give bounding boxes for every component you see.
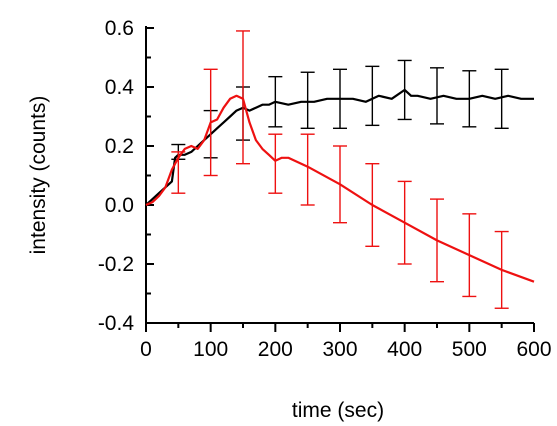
y-tick-label: 0.2	[105, 135, 134, 158]
x-tick-label: 300	[322, 338, 357, 361]
x-tick-label: 0	[140, 338, 152, 361]
x-tick-label: 100	[193, 338, 228, 361]
x-axis-label: time (sec)	[292, 399, 384, 422]
x-tick-label: 500	[452, 338, 487, 361]
plot-area: -0.4 -0.2 0.0 0.2 0.4 0.6 0 100 200 300 400 500 600	[98, 17, 552, 361]
y-tick-label: -0.4	[98, 312, 135, 335]
x-tick-label: 200	[258, 338, 293, 361]
x-tick-label: 600	[516, 338, 551, 361]
y-axis-label: intensity (counts)	[27, 96, 50, 255]
y-tick-label: -0.2	[98, 253, 134, 276]
y-tick-label: 0.4	[105, 76, 135, 99]
x-tick-label: 400	[387, 338, 422, 361]
y-tick-label: 0.6	[105, 17, 134, 40]
y-tick-label: 0.0	[105, 194, 134, 217]
